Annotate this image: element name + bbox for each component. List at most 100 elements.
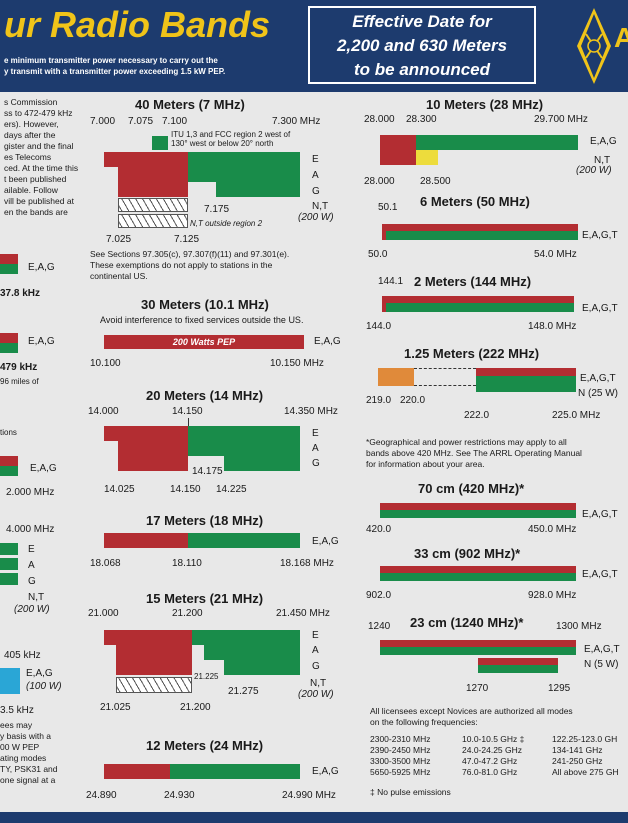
ghz-intro: All licensees except Novices are authori… — [370, 706, 628, 728]
class-a: A — [28, 560, 35, 571]
subtitle-line: y transmit with a transmitter power exce… — [4, 67, 226, 76]
freq-label: 1300 MHz — [556, 621, 602, 632]
freq-label: 7.175 — [204, 204, 230, 215]
band-privileges: E,A,G — [312, 536, 339, 547]
freq-label: 7.000 — [90, 116, 116, 127]
band-title: 70 cm (420 MHz)* — [418, 481, 525, 496]
class-a: A — [312, 170, 319, 181]
band-bar — [0, 333, 18, 343]
band-bar — [188, 540, 300, 548]
band-bar — [380, 647, 576, 655]
hatched-band — [118, 214, 188, 228]
band-bar — [386, 231, 578, 240]
effective-line: 2,200 and 630 Meters — [336, 36, 508, 55]
band-bar — [386, 303, 574, 312]
band-bar — [476, 384, 576, 392]
power-limit: (200 W) — [576, 165, 612, 176]
freq-range: 134-141 GHz — [552, 745, 603, 755]
band-bar — [116, 645, 192, 660]
tick-line — [188, 418, 189, 430]
freq-label: 1240 — [368, 621, 391, 632]
freq-label: 902.0 — [366, 590, 392, 601]
freq-range: 241-250 GHz — [552, 756, 603, 766]
band-bar — [118, 441, 188, 456]
class-a: A — [312, 443, 319, 454]
band-bar — [204, 645, 300, 660]
note-line: ced. At the time this — [4, 163, 79, 173]
header-banner: ur Radio Bands e minimum transmitter pow… — [0, 0, 628, 92]
class-nt: N,T — [310, 678, 327, 689]
band-bar — [0, 456, 18, 466]
note-line: continental US. — [90, 271, 148, 281]
freq-label: 144.0 — [366, 321, 392, 332]
note-line: ITU 1,3 and FCC region 2 west of — [171, 130, 291, 139]
band-bar — [104, 540, 188, 548]
band-bar — [104, 771, 170, 779]
band-bar — [386, 296, 574, 303]
band-bar — [118, 456, 188, 471]
freq-label: 2.000 MHz — [6, 487, 55, 498]
band-bar — [0, 466, 18, 476]
note-line: See Sections 97.305(c), 97.307(f)(11) an… — [90, 249, 290, 259]
left-note-1: s Commission ss to 472-479 kHz ers). How… — [4, 97, 86, 218]
note-line: TY, PSK31 and — [0, 764, 58, 774]
freq-label: 24.890 — [86, 790, 117, 801]
freq-label: 7.125 — [174, 234, 200, 245]
freq-range: All above 275 GH — [552, 767, 619, 777]
freq-label: 18.110 — [172, 558, 202, 569]
band-title: 15 Meters (21 MHz) — [146, 591, 264, 606]
class-g: G — [312, 458, 320, 469]
itu-note: ITU 1,3 and FCC region 2 west of 130° we… — [171, 130, 290, 148]
ghz-column-1: 2300-2310 MHz 2390-2450 MHz 3300-3500 MH… — [370, 734, 458, 778]
freq-range: 2390-2450 MHz — [370, 745, 431, 755]
band-bar — [416, 135, 578, 150]
band-bar — [188, 152, 300, 167]
freq-label: 29.700 MHz — [534, 114, 588, 125]
band-bar — [170, 764, 300, 771]
band-bar — [116, 660, 192, 675]
freq-label: 225.0 MHz — [552, 410, 601, 421]
freq-label: 222.0 — [464, 410, 490, 421]
note-line: days after the — [4, 130, 56, 140]
band-bar — [380, 573, 576, 581]
band-bar — [0, 543, 18, 555]
band-bar — [104, 630, 192, 645]
note-line: *Geographical and power restrictions may… — [366, 437, 567, 447]
note-line: ees may — [0, 720, 33, 730]
freq-label: 14.150 — [170, 484, 201, 495]
note-line: ss to 472-479 kHz — [4, 108, 73, 118]
novice-limit: N (25 W) — [578, 388, 618, 399]
freq-range: 47.0-47.2 GHz — [462, 756, 518, 766]
freq-label: 21.450 MHz — [276, 608, 330, 619]
class-g: G — [28, 576, 36, 587]
footer-bar — [0, 812, 628, 823]
band-bar — [224, 660, 300, 675]
band-bar — [478, 665, 558, 673]
band-bar — [378, 368, 414, 386]
band-title: 30 Meters (10.1 MHz) — [141, 297, 269, 312]
logo-letter: A — [614, 22, 628, 53]
arrl-diamond-logo-icon — [577, 8, 611, 84]
effective-date-box: Effective Date for 2,200 and 630 Meters … — [308, 6, 536, 84]
freq-label: 28.000 — [364, 176, 395, 187]
freq-label: 54.0 MHz — [534, 249, 577, 260]
note-line: en the bands are — [4, 207, 68, 217]
band-bar — [416, 150, 438, 165]
freq-label: 14.025 — [104, 484, 135, 495]
note-line: ailable. Follow — [4, 185, 58, 195]
power-limit: (100 W) — [26, 681, 62, 692]
freq-label: 14.225 — [216, 484, 247, 495]
freq-label: 28.500 — [420, 176, 451, 187]
class-nt: N,T — [312, 201, 329, 212]
freq-label: 7.100 — [162, 116, 188, 127]
freq-label: 21.200 — [172, 608, 203, 619]
note-line: one signal at a — [0, 775, 56, 785]
freq-label: 21.000 — [88, 608, 119, 619]
freq-label: 50.0 — [368, 249, 388, 260]
freq-label: 21.225 — [194, 672, 219, 681]
band-privileges: E,A,G,T — [580, 373, 616, 384]
freq-label: 3.5 kHz — [0, 705, 34, 716]
band-bar — [118, 167, 188, 182]
hatched-band — [116, 677, 192, 693]
